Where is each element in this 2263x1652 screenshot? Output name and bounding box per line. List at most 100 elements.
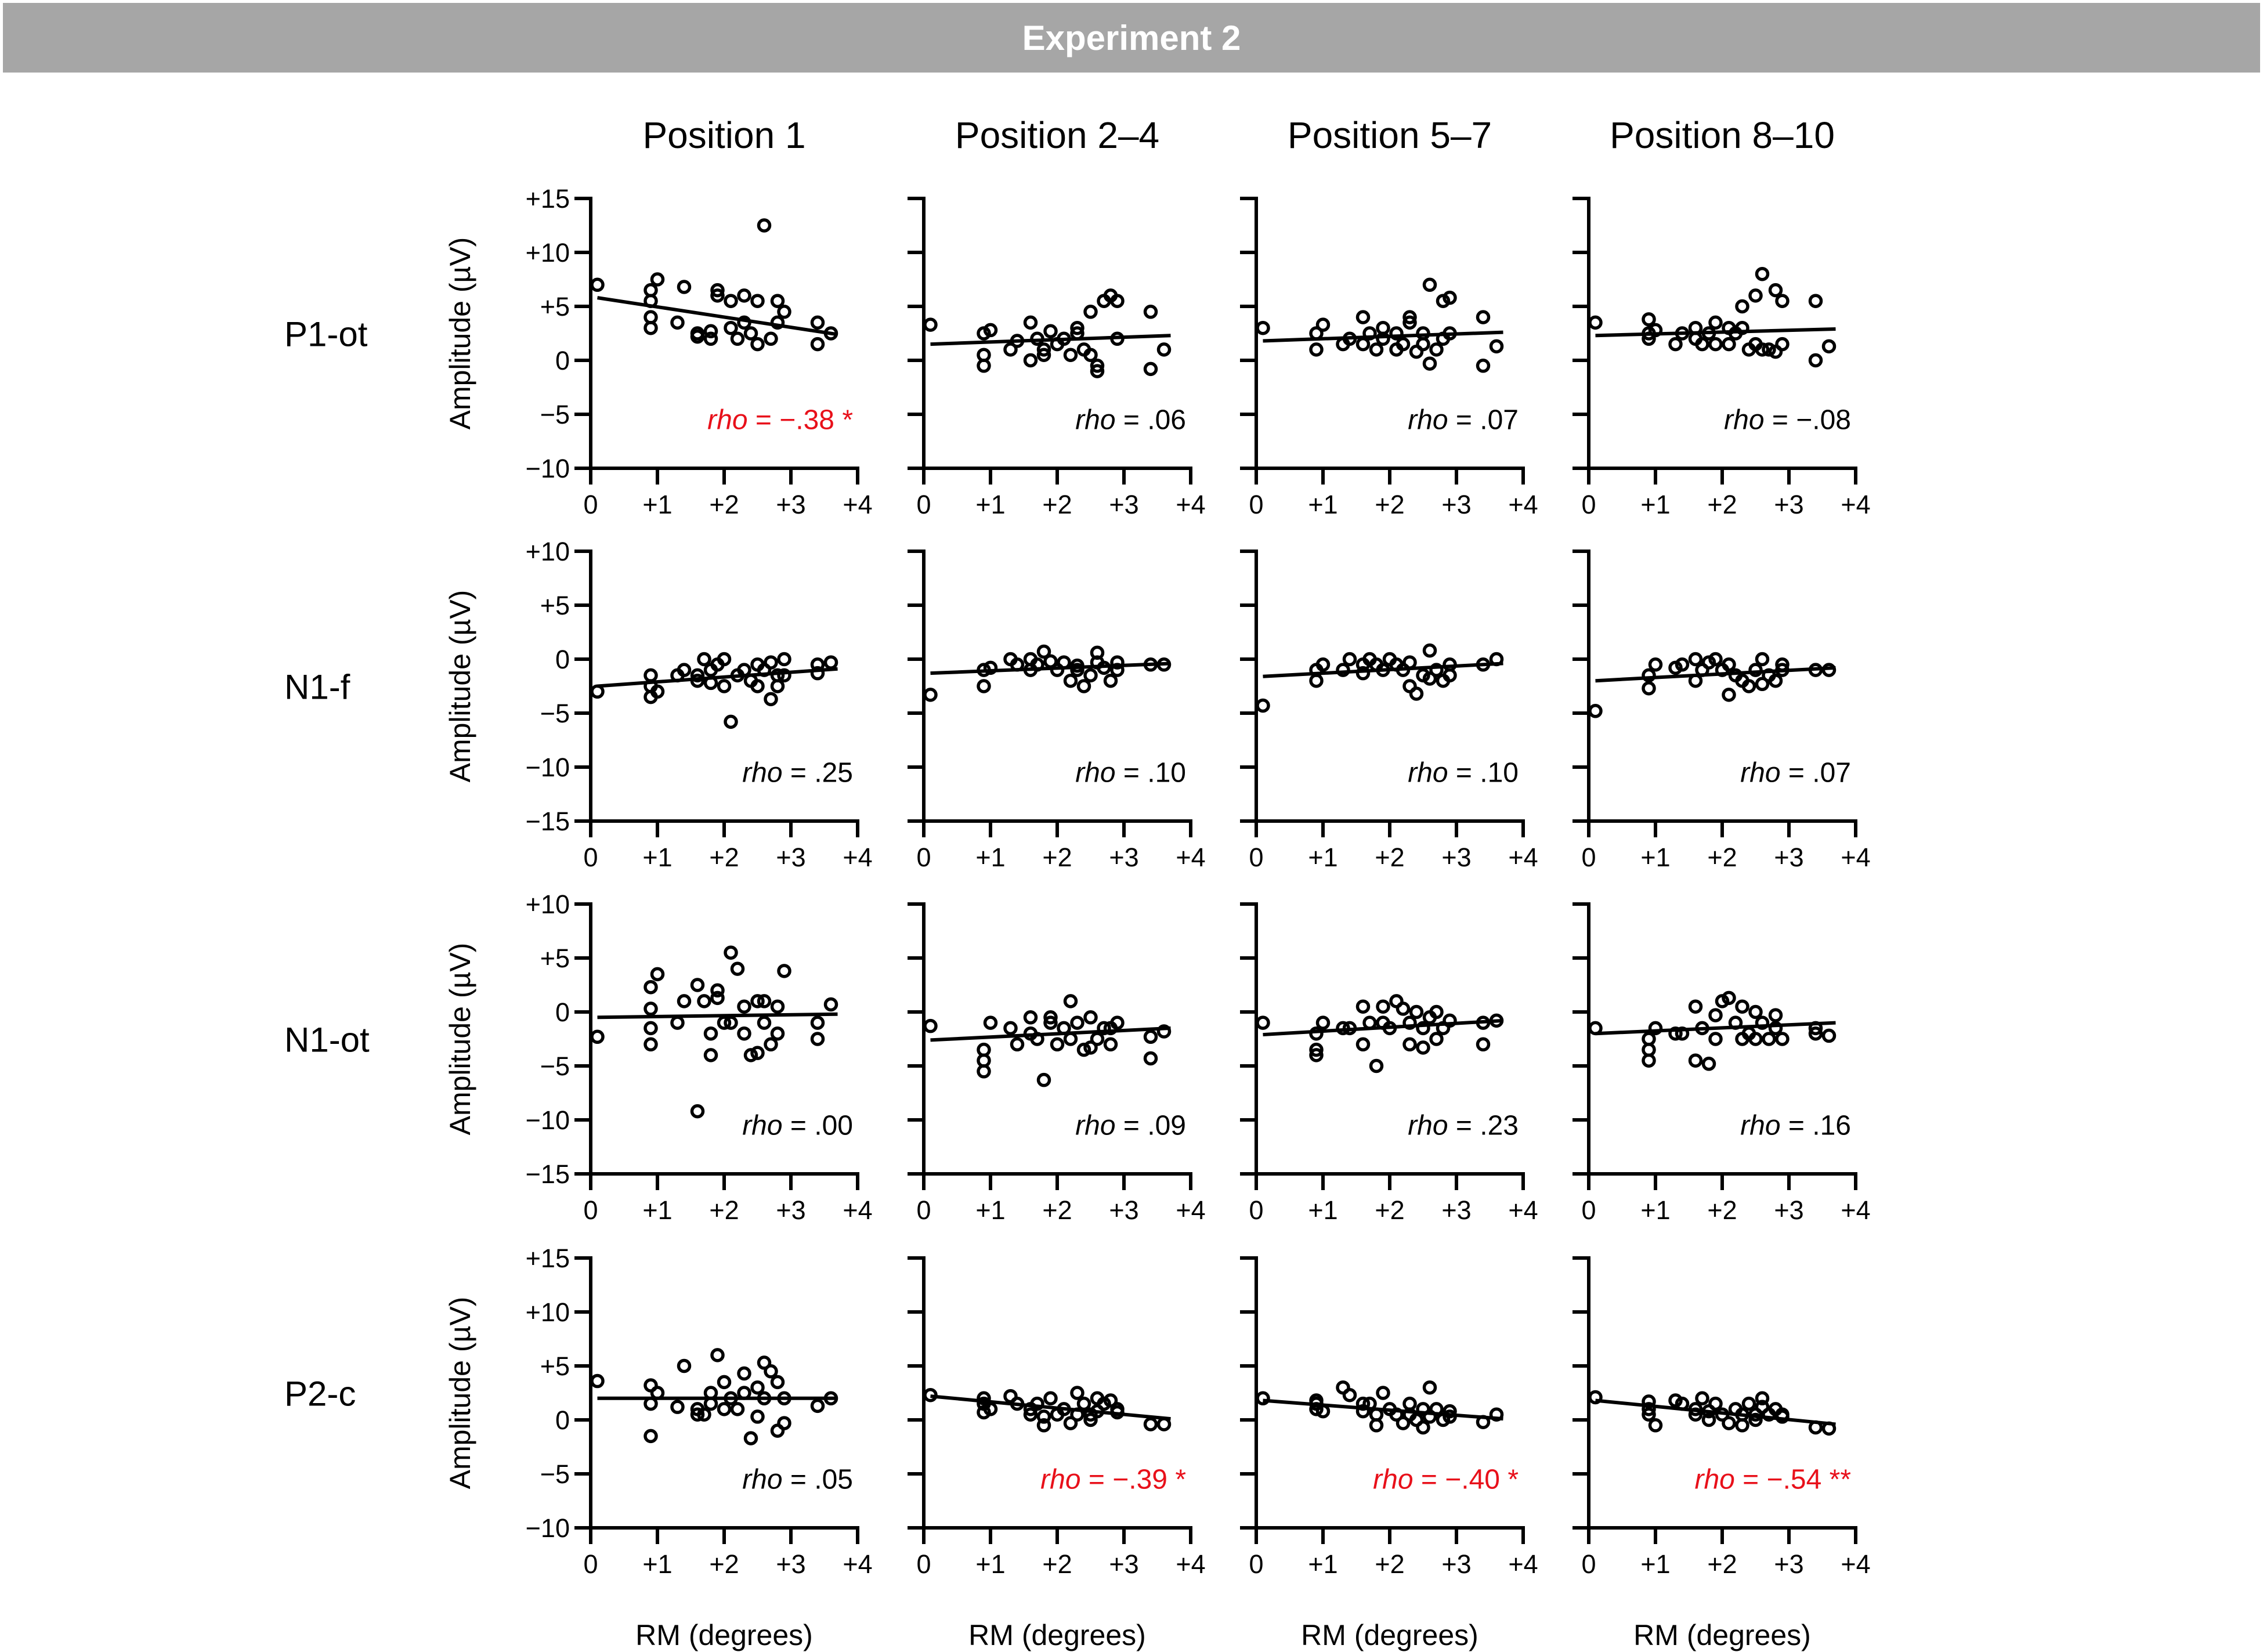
y-tick-label: +10 [526, 537, 570, 566]
x-tick-label: +4 [1841, 490, 1870, 519]
data-point [1309, 342, 1324, 357]
scatter-panel: 0 +1 +2 +3 +4 rho = .06 [908, 197, 1206, 519]
data-point [1409, 686, 1424, 701]
data-point [677, 280, 692, 294]
data-point [764, 1037, 778, 1052]
x-tick-label: +1 [642, 1195, 672, 1225]
data-point [737, 663, 751, 677]
data-point [724, 294, 738, 308]
data-point [1728, 1015, 1743, 1030]
x-axis-label: RM (degrees) [635, 1619, 813, 1651]
data-point [1748, 288, 1763, 303]
regression-line [597, 296, 838, 337]
data-point [703, 331, 718, 346]
x-tick-label: +3 [1441, 1549, 1471, 1579]
row-label: N1-f [284, 668, 350, 707]
x-tick-label: +3 [1774, 1549, 1803, 1579]
data-point [1396, 337, 1411, 352]
y-tick-label: 0 [555, 1405, 570, 1435]
data-point [1110, 1015, 1125, 1030]
data-point [1735, 999, 1749, 1014]
data-point [1362, 1015, 1377, 1030]
x-tick-label: 0 [1249, 490, 1263, 519]
data-point [1755, 652, 1770, 667]
data-point [1336, 1021, 1350, 1036]
data-point [1741, 1396, 1756, 1411]
data-point [1036, 1409, 1051, 1424]
data-point [1588, 704, 1603, 718]
rho-value: = −.54 ** [1735, 1465, 1851, 1495]
rho-value: = −.39 * [1081, 1465, 1186, 1495]
x-tick-label: +2 [1375, 490, 1404, 519]
scatter-panel: +10 +5 0 −5 −10 −15 0 +1 +2 +3 +4 rho = .00 [526, 890, 873, 1225]
scatter-panel: 0 +1 +2 +3 +4 rho = −.40 * [1240, 1256, 1538, 1579]
data-point [1315, 1015, 1331, 1030]
data-point [1103, 1037, 1118, 1052]
data-point [810, 1015, 825, 1030]
scatter-panel: 0 +1 +2 +3 +4 rho = .23 [1240, 902, 1538, 1225]
data-point [1668, 337, 1683, 352]
rho-annotation: rho = .00 [742, 1111, 853, 1141]
data-point [1422, 356, 1437, 371]
data-point [1701, 1057, 1716, 1071]
data-point [1443, 668, 1457, 683]
x-tick-label: +1 [1640, 1549, 1670, 1579]
data-point [1688, 999, 1703, 1014]
rho-symbol: rho [1694, 1465, 1734, 1495]
data-point [1315, 657, 1331, 672]
x-tick-label: 0 [583, 1549, 598, 1579]
y-tick-label: 0 [555, 997, 570, 1027]
data-point [1083, 348, 1098, 362]
rho-symbol: rho [1724, 405, 1764, 436]
x-tick-label: +4 [1841, 1195, 1870, 1225]
data-point [1030, 1396, 1044, 1411]
column-title: Position 5–7 [1288, 114, 1492, 156]
data-point [1070, 1407, 1084, 1422]
x-tick-label: 0 [1581, 843, 1596, 872]
data-point [1722, 657, 1736, 672]
data-point [1735, 299, 1749, 314]
data-point [1648, 657, 1663, 672]
data-point [1070, 1015, 1084, 1030]
data-point [1083, 305, 1098, 319]
regression-line [1263, 330, 1503, 343]
data-point [1429, 1402, 1444, 1416]
data-point [1083, 1040, 1098, 1055]
x-tick-label: +2 [1707, 1549, 1737, 1579]
data-point [777, 1391, 791, 1406]
data-point [1256, 1391, 1270, 1406]
data-point [823, 1391, 838, 1406]
row-label: N1-ot [284, 1021, 370, 1060]
data-point [1476, 657, 1491, 672]
data-point [697, 1407, 711, 1422]
data-point [1688, 1402, 1703, 1416]
data-point [770, 1026, 785, 1041]
x-tick-label: +2 [709, 1195, 739, 1225]
data-point [1103, 1393, 1118, 1408]
data-point [977, 359, 991, 373]
y-tick-label: −5 [540, 699, 570, 728]
x-tick-label: +4 [1841, 843, 1870, 872]
data-point [724, 945, 738, 960]
data-point [1775, 337, 1790, 352]
data-point [1808, 1026, 1823, 1041]
data-point [737, 1386, 751, 1400]
data-point [1030, 657, 1044, 672]
x-tick-label: +1 [1308, 1195, 1337, 1225]
x-tick-label: +3 [1774, 1195, 1803, 1225]
rho-symbol: rho [707, 405, 747, 436]
y-axis-label: Amplitude (µV) [444, 943, 476, 1136]
data-point [1489, 339, 1504, 354]
data-point [1416, 1040, 1430, 1055]
data-point [1396, 1416, 1411, 1430]
data-point [1695, 1391, 1709, 1406]
data-point [1416, 1021, 1430, 1036]
data-point [730, 331, 745, 346]
rho-value: = −.38 * [748, 405, 853, 436]
data-point [1775, 1032, 1790, 1046]
data-point [644, 320, 658, 335]
data-point [717, 1375, 732, 1390]
data-point [1748, 663, 1763, 677]
rho-symbol: rho [1075, 1111, 1115, 1141]
x-tick-label: +2 [1042, 843, 1072, 872]
